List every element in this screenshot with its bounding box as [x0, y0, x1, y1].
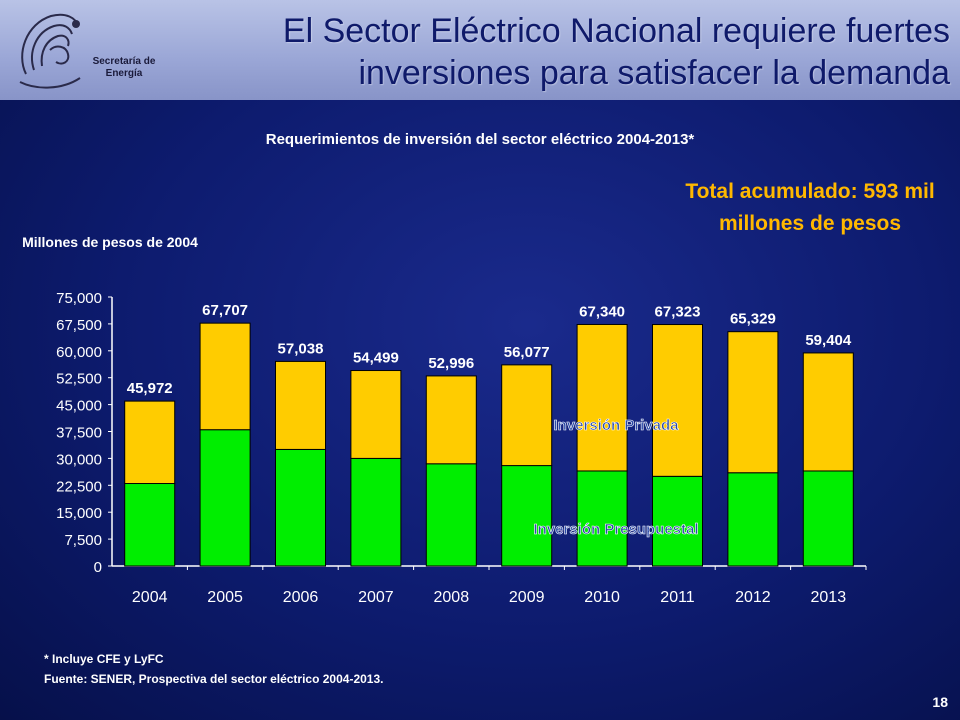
labels-group: 45,972 67,707 57,038 54,499 52,996 56,077 67,3…	[127, 302, 852, 538]
y-tick-label: 52,500	[56, 371, 102, 388]
y-tick-label: 0	[94, 559, 102, 576]
footnote: * Incluye CFE y LyFC	[44, 652, 164, 666]
bar-privada	[652, 324, 703, 477]
total-data-label: 56,077	[504, 344, 550, 361]
total-data-label: 67,323	[655, 304, 701, 321]
total-data-label: 52,996	[428, 355, 474, 372]
y-tick-label: 60,000	[56, 344, 102, 361]
bar-privada	[501, 364, 553, 467]
bar-presupuestal	[124, 483, 176, 567]
bar-presupuestal	[802, 470, 854, 567]
stacked-bar-chart: 0 7,500 15,000 22,500 30,000 37,500 45,000 52,5…	[56, 290, 867, 606]
x-tick-label: 2010	[584, 589, 620, 606]
bar-privada	[350, 370, 402, 459]
bar-privada	[124, 400, 176, 485]
bars-group	[124, 322, 854, 567]
sener-logo: Secretaría de Energía	[6, 4, 156, 96]
x-tick-label: 2008	[434, 589, 470, 606]
bar-privada	[275, 360, 326, 450]
x-tick-label: 2013	[811, 589, 847, 606]
page-number: 18	[932, 694, 948, 710]
bar-presupuestal	[199, 429, 251, 567]
bar-presupuestal	[501, 465, 553, 567]
y-tick-label: 15,000	[56, 505, 102, 522]
bar-privada	[199, 322, 251, 431]
legend-inversion-presupuestal: Inversión Presupuestal	[533, 521, 698, 538]
header-bar: Secretaría de Energía El Sector Eléctric…	[0, 0, 960, 100]
logo-text: Secretaría de Energía	[92, 56, 156, 79]
y-tick-label: 30,000	[56, 451, 102, 468]
total-data-label: 65,329	[730, 311, 776, 328]
total-data-label: 59,404	[805, 332, 852, 349]
y-tick-label: 67,500	[56, 317, 102, 334]
bar-privada	[425, 375, 477, 465]
y-tick-label: 37,500	[56, 425, 102, 442]
x-tick-label: 2005	[207, 589, 243, 606]
y-tick-label: 7,500	[64, 532, 102, 549]
y-axis: 0 7,500 15,000 22,500 30,000 37,500 45,000 52,5…	[56, 290, 113, 576]
total-data-label: 67,707	[202, 302, 248, 319]
x-tick-label: 2009	[509, 589, 545, 606]
x-tick-label: 2006	[283, 589, 319, 606]
bar-presupuestal	[425, 463, 477, 567]
bar-privada	[576, 323, 628, 472]
total-data-label: 57,038	[278, 340, 324, 357]
bar-privada	[727, 331, 779, 474]
total-accumulated-note: Total acumulado: 593 mil millones de pes…	[685, 180, 935, 235]
total-data-label: 67,340	[579, 303, 625, 320]
total-data-label: 54,499	[353, 350, 399, 367]
bar-presupuestal	[275, 448, 326, 567]
bar-presupuestal	[727, 472, 779, 567]
y-tick-label: 45,000	[56, 398, 102, 415]
bar-privada	[802, 352, 854, 472]
bar-presupuestal	[350, 457, 402, 567]
chart-title: Requerimientos de inversión del sector e…	[265, 131, 695, 148]
x-tick-label: 2011	[660, 589, 695, 606]
x-tick-label: 2012	[735, 589, 771, 606]
y-tick-label: 75,000	[56, 290, 102, 307]
source-note: Fuente: SENER, Prospectiva del sector el…	[44, 672, 384, 686]
y-tick-label: 22,500	[56, 478, 102, 495]
legend-inversion-privada: Inversión Privada	[553, 417, 679, 434]
x-tick-label: 2007	[358, 589, 394, 606]
x-tick-label: 2004	[132, 589, 168, 606]
y-axis-units-label: Millones de pesos de 2004	[22, 234, 198, 250]
bar-presupuestal	[652, 475, 703, 567]
eagle-emblem-icon	[19, 13, 81, 89]
x-axis: 2004 2005 2006 2007 2008 2009 2010 2011 2012 2013	[112, 565, 867, 606]
total-data-label: 45,972	[127, 380, 173, 397]
page-title: El Sector Eléctrico Nacional requiere fu…	[282, 12, 950, 92]
bar-presupuestal	[576, 470, 628, 567]
